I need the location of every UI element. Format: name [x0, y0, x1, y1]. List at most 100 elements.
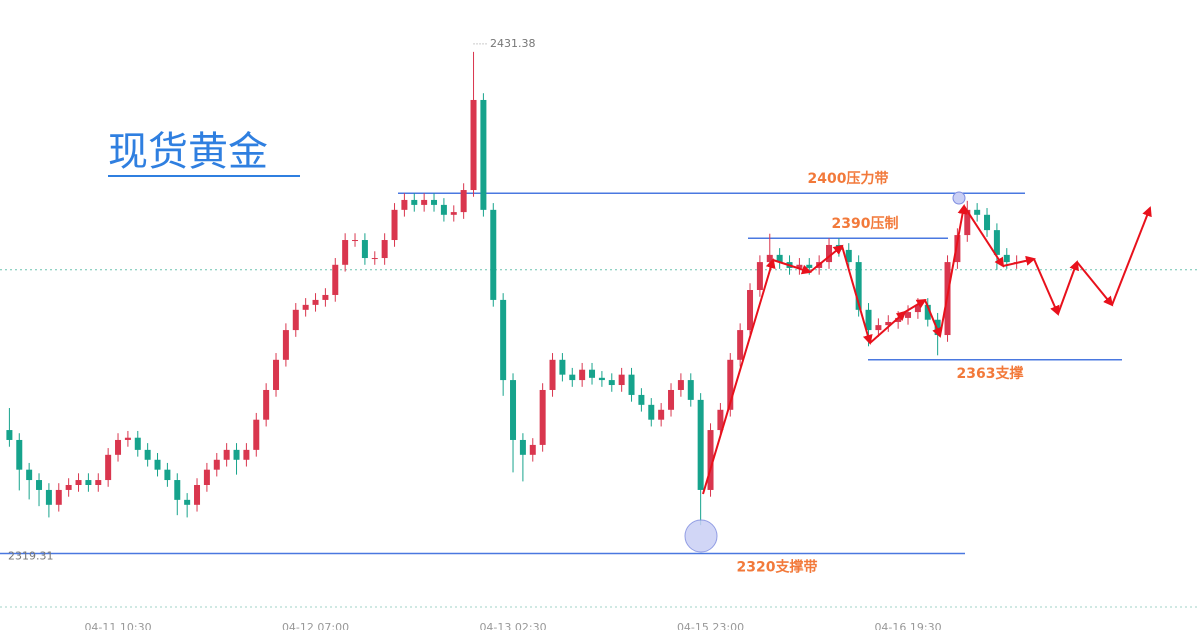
- candle-body: [993, 230, 1000, 255]
- candle-body: [381, 240, 388, 259]
- candle-body: [95, 480, 102, 485]
- candle-body: [677, 380, 684, 390]
- candle-body: [411, 199, 418, 205]
- x-tick-label: 04-15 23:00: [677, 621, 744, 630]
- low-circle: [684, 519, 718, 553]
- level-label: 2363支撑: [957, 365, 1024, 382]
- candle-body: [460, 190, 467, 213]
- candle-body: [608, 380, 615, 386]
- candle-body: [668, 389, 675, 410]
- x-tick-label: 04-13 02:30: [479, 621, 546, 630]
- candle-body: [45, 489, 52, 505]
- candle-body: [727, 359, 734, 410]
- candle-body: [865, 309, 872, 331]
- candle-body: [756, 262, 763, 291]
- candle-body: [747, 290, 754, 331]
- candle-body: [559, 359, 566, 375]
- candle-body: [312, 299, 319, 305]
- candle-body: [223, 449, 230, 460]
- low-marker-label: 2319.31: [8, 550, 54, 563]
- candle-body: [440, 204, 447, 215]
- plot: 2400压力带 2390压制 2363支撑 2320支撑带 2431.38 2319.31…: [0, 37, 1197, 630]
- candle-body: [539, 389, 546, 445]
- candle-body: [184, 499, 191, 505]
- candle-body: [16, 439, 23, 470]
- candle-body: [885, 321, 892, 326]
- x-tick-label: 04-16 19:30: [874, 621, 941, 630]
- candle-body: [85, 480, 92, 485]
- candle-body: [282, 330, 289, 360]
- candle-body: [233, 449, 240, 460]
- candle-body: [134, 437, 141, 450]
- candle-body: [203, 469, 210, 485]
- candle-body: [352, 240, 359, 242]
- forecast-arrows: [702, 204, 1152, 495]
- candle-body: [322, 294, 329, 300]
- high-marker-label: 2431.38: [490, 37, 536, 50]
- candle-body: [36, 480, 43, 490]
- candle-body: [401, 199, 408, 210]
- candle-body: [658, 409, 665, 420]
- candle-body: [1003, 254, 1010, 263]
- candle-body: [174, 480, 181, 500]
- candle-body: [510, 380, 517, 440]
- candle-body: [361, 240, 368, 259]
- candle-body: [470, 99, 477, 191]
- candle-body: [875, 325, 882, 331]
- candle-body: [589, 369, 596, 378]
- candle-body: [806, 264, 813, 268]
- candle-body: [65, 484, 72, 490]
- candle-body: [342, 240, 349, 265]
- candle-body: [194, 484, 201, 505]
- candle-body: [332, 264, 339, 295]
- level-label: 2390压制: [832, 215, 899, 232]
- candle-body: [914, 304, 921, 313]
- candle-body: [826, 244, 833, 263]
- candle-body: [984, 214, 991, 231]
- candle-body: [845, 249, 852, 263]
- candle-body: [292, 309, 299, 331]
- candle-body: [924, 304, 931, 320]
- candle-body: [737, 330, 744, 360]
- x-tick-label: 04-11 10:30: [84, 621, 151, 630]
- candle-body: [243, 449, 250, 460]
- x-tick-label: 04-12 07:00: [282, 621, 349, 630]
- candle-body: [164, 469, 171, 481]
- candle-body: [26, 469, 33, 481]
- candle-body: [500, 299, 507, 381]
- candle-body: [253, 419, 260, 450]
- candle-body: [371, 258, 378, 260]
- chart-title: 现货黄金: [108, 129, 268, 175]
- candle-body: [105, 454, 112, 481]
- candle-body: [628, 374, 635, 395]
- candle-body: [549, 359, 556, 390]
- candle-body: [450, 212, 457, 215]
- candle-body: [964, 209, 971, 236]
- candle-body: [687, 380, 694, 400]
- candle-body: [697, 399, 704, 490]
- candle-body: [213, 459, 220, 470]
- level-label: 2320支撑带: [737, 558, 818, 575]
- candle-body: [273, 359, 280, 390]
- candle-body: [144, 449, 151, 460]
- candle-body: [529, 444, 536, 455]
- candle-body: [905, 312, 912, 318]
- candle-body: [855, 262, 862, 310]
- candle-body: [263, 389, 270, 420]
- level-label: 2400压力带: [808, 170, 889, 187]
- candle-body: [431, 199, 438, 205]
- candle-body: [480, 99, 487, 210]
- candle-body: [490, 209, 497, 300]
- candle-body: [707, 430, 714, 490]
- candle-body: [579, 369, 586, 381]
- candle-body: [6, 430, 13, 440]
- candle-body: [717, 409, 724, 431]
- candle-body: [124, 437, 131, 440]
- candle-body: [519, 439, 526, 455]
- candle-body: [648, 404, 655, 420]
- candle-body: [569, 374, 576, 381]
- candle-body: [796, 264, 803, 268]
- candle-body: [598, 377, 605, 381]
- candle-body: [75, 480, 82, 485]
